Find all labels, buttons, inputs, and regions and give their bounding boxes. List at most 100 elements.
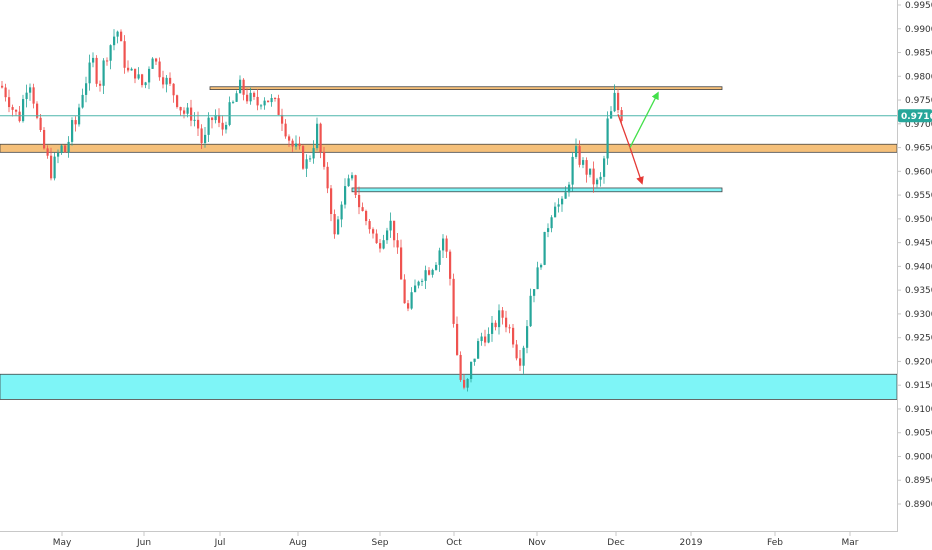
candle bbox=[302, 144, 305, 170]
candle bbox=[64, 144, 67, 153]
candle bbox=[246, 88, 249, 104]
candle bbox=[393, 220, 396, 248]
candle bbox=[386, 227, 389, 244]
price-tick-label: 0.97500 bbox=[905, 96, 932, 106]
candle bbox=[193, 112, 196, 127]
candle bbox=[368, 218, 371, 234]
candle bbox=[407, 300, 410, 312]
candle bbox=[228, 96, 231, 127]
projection-bullish-leg[interactable] bbox=[629, 91, 659, 148]
price-tick-label: 0.91500 bbox=[905, 381, 932, 391]
candle bbox=[379, 238, 382, 253]
price-tick-label: 0.93500 bbox=[905, 286, 932, 296]
candle bbox=[561, 196, 564, 212]
candle bbox=[22, 94, 25, 123]
candle bbox=[298, 136, 301, 150]
candle bbox=[15, 109, 18, 116]
price-tick-label: 0.90000 bbox=[905, 452, 932, 462]
candle bbox=[4, 83, 7, 102]
candle bbox=[592, 161, 595, 193]
candle bbox=[326, 162, 329, 194]
zone-resistance-mid[interactable] bbox=[0, 143, 898, 153]
price-tick-label: 0.98000 bbox=[905, 72, 932, 82]
time-tick-label: Feb bbox=[767, 538, 783, 548]
candle bbox=[589, 168, 592, 178]
price-tick-label: 0.94500 bbox=[905, 239, 932, 249]
candle bbox=[263, 97, 266, 110]
candle bbox=[106, 57, 109, 66]
projection-bearish-leg-1[interactable] bbox=[617, 114, 631, 148]
candle bbox=[351, 172, 354, 181]
candle bbox=[113, 29, 116, 51]
candle bbox=[127, 60, 130, 73]
candle bbox=[141, 73, 144, 88]
zone-resistance-upper[interactable] bbox=[209, 86, 723, 90]
candle bbox=[57, 149, 60, 164]
candle bbox=[456, 316, 459, 356]
zones-layer bbox=[0, 86, 898, 400]
candle bbox=[165, 74, 168, 93]
candle bbox=[53, 152, 56, 181]
time-tick-label: Nov bbox=[528, 538, 546, 548]
candle bbox=[529, 288, 532, 327]
candle bbox=[267, 100, 270, 103]
candle bbox=[466, 378, 469, 392]
price-tick-label: 0.90500 bbox=[905, 429, 932, 439]
time-tick-label: Mar bbox=[842, 538, 859, 548]
candle bbox=[564, 186, 567, 199]
candle bbox=[249, 87, 252, 105]
time-tick-label: 2019 bbox=[680, 538, 703, 548]
price-tick-label: 0.89000 bbox=[905, 500, 932, 510]
time-axis[interactable]: May Jun Jul Aug Sep Oct Nov Dec 2019 Feb Mar bbox=[53, 532, 859, 548]
candle bbox=[288, 134, 291, 147]
candle bbox=[197, 111, 200, 137]
candle bbox=[547, 223, 550, 238]
candle bbox=[1, 80, 4, 89]
price-axis[interactable]: 0.99500 0.99000 0.98500 0.98000 0.97500 0.970… bbox=[897, 1, 932, 510]
candle bbox=[260, 103, 263, 110]
zone-support-mid[interactable] bbox=[351, 187, 723, 193]
candle bbox=[291, 138, 294, 152]
candle bbox=[11, 104, 14, 117]
candle bbox=[176, 94, 179, 109]
candle bbox=[123, 35, 126, 74]
candle bbox=[207, 112, 210, 142]
candle bbox=[155, 57, 158, 66]
candle bbox=[67, 136, 70, 158]
candle bbox=[543, 231, 546, 266]
projection-bearish-leg-2[interactable] bbox=[629, 147, 644, 185]
candle bbox=[344, 178, 347, 209]
candle bbox=[120, 29, 123, 42]
candles-layer bbox=[1, 29, 623, 392]
candle bbox=[557, 198, 560, 213]
candle bbox=[204, 127, 207, 148]
candle bbox=[442, 234, 445, 259]
time-tick-label: Dec bbox=[607, 538, 624, 548]
candle bbox=[396, 232, 399, 254]
candle bbox=[424, 265, 427, 289]
candle bbox=[323, 146, 326, 170]
candle bbox=[382, 234, 385, 250]
candle bbox=[480, 332, 483, 346]
candle bbox=[214, 109, 217, 124]
candle bbox=[477, 338, 480, 359]
candle bbox=[417, 280, 420, 289]
candle bbox=[18, 105, 21, 123]
zone-support-low[interactable] bbox=[0, 373, 898, 400]
candle bbox=[578, 140, 581, 168]
candle bbox=[340, 201, 343, 228]
candle bbox=[613, 84, 616, 113]
candle bbox=[505, 310, 508, 333]
price-tick-label: 0.96500 bbox=[905, 144, 932, 154]
time-tick-label: Jul bbox=[214, 538, 226, 548]
time-tick-label: Jun bbox=[136, 538, 151, 548]
candle bbox=[414, 279, 417, 293]
candle bbox=[400, 239, 403, 280]
price-tick-label: 0.96000 bbox=[905, 167, 932, 177]
candle bbox=[211, 116, 214, 129]
candle bbox=[71, 117, 74, 146]
candle bbox=[190, 99, 193, 127]
candle bbox=[36, 101, 39, 120]
candle bbox=[617, 89, 620, 114]
